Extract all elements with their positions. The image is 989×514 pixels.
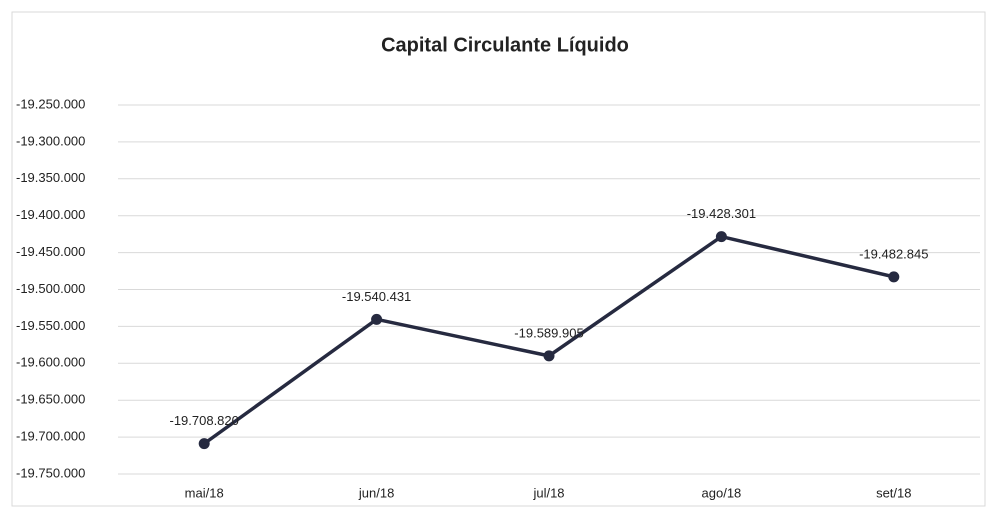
y-tick-label: -19.700.000 xyxy=(16,429,85,444)
data-label: -19.540.431 xyxy=(342,289,411,304)
y-tick-label: -19.400.000 xyxy=(16,207,85,222)
y-tick-label: -19.350.000 xyxy=(16,170,85,185)
chart-border xyxy=(11,11,986,507)
x-tick-label: jul/18 xyxy=(532,485,564,500)
y-tick-label: -19.450.000 xyxy=(16,244,85,259)
x-tick-label: jun/18 xyxy=(358,485,394,500)
data-point xyxy=(198,438,210,450)
data-point xyxy=(888,271,900,283)
y-tick-label: -19.750.000 xyxy=(16,465,85,480)
data-label: -19.482.845 xyxy=(859,246,928,261)
x-tick-label: mai/18 xyxy=(185,485,224,500)
x-tick-label: ago/18 xyxy=(702,485,742,500)
x-tick-label: set/18 xyxy=(876,485,911,500)
data-label: -19.708.820 xyxy=(169,413,238,428)
y-tick-label: -19.550.000 xyxy=(16,318,85,333)
y-tick-label: -19.650.000 xyxy=(16,392,85,407)
data-label: -19.428.301 xyxy=(687,206,756,221)
data-point xyxy=(543,350,555,362)
chart-title: Capital Circulante Líquido xyxy=(381,34,629,56)
y-tick-label: -19.500.000 xyxy=(16,281,85,296)
data-point xyxy=(371,313,383,325)
y-tick-label: -19.250.000 xyxy=(16,96,85,111)
y-tick-label: -19.600.000 xyxy=(16,355,85,370)
data-point xyxy=(715,231,727,243)
y-tick-label: -19.300.000 xyxy=(16,133,85,148)
data-label: -19.589.905 xyxy=(514,325,583,340)
